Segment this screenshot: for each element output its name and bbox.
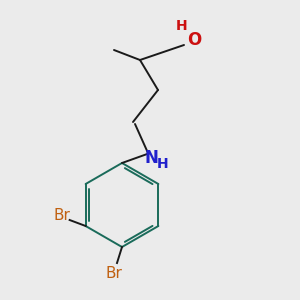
Text: O: O	[187, 31, 201, 49]
Text: Br: Br	[106, 266, 122, 280]
Text: H: H	[157, 157, 169, 171]
Text: Br: Br	[53, 208, 70, 224]
Text: N: N	[144, 149, 158, 167]
Text: H: H	[176, 19, 188, 33]
